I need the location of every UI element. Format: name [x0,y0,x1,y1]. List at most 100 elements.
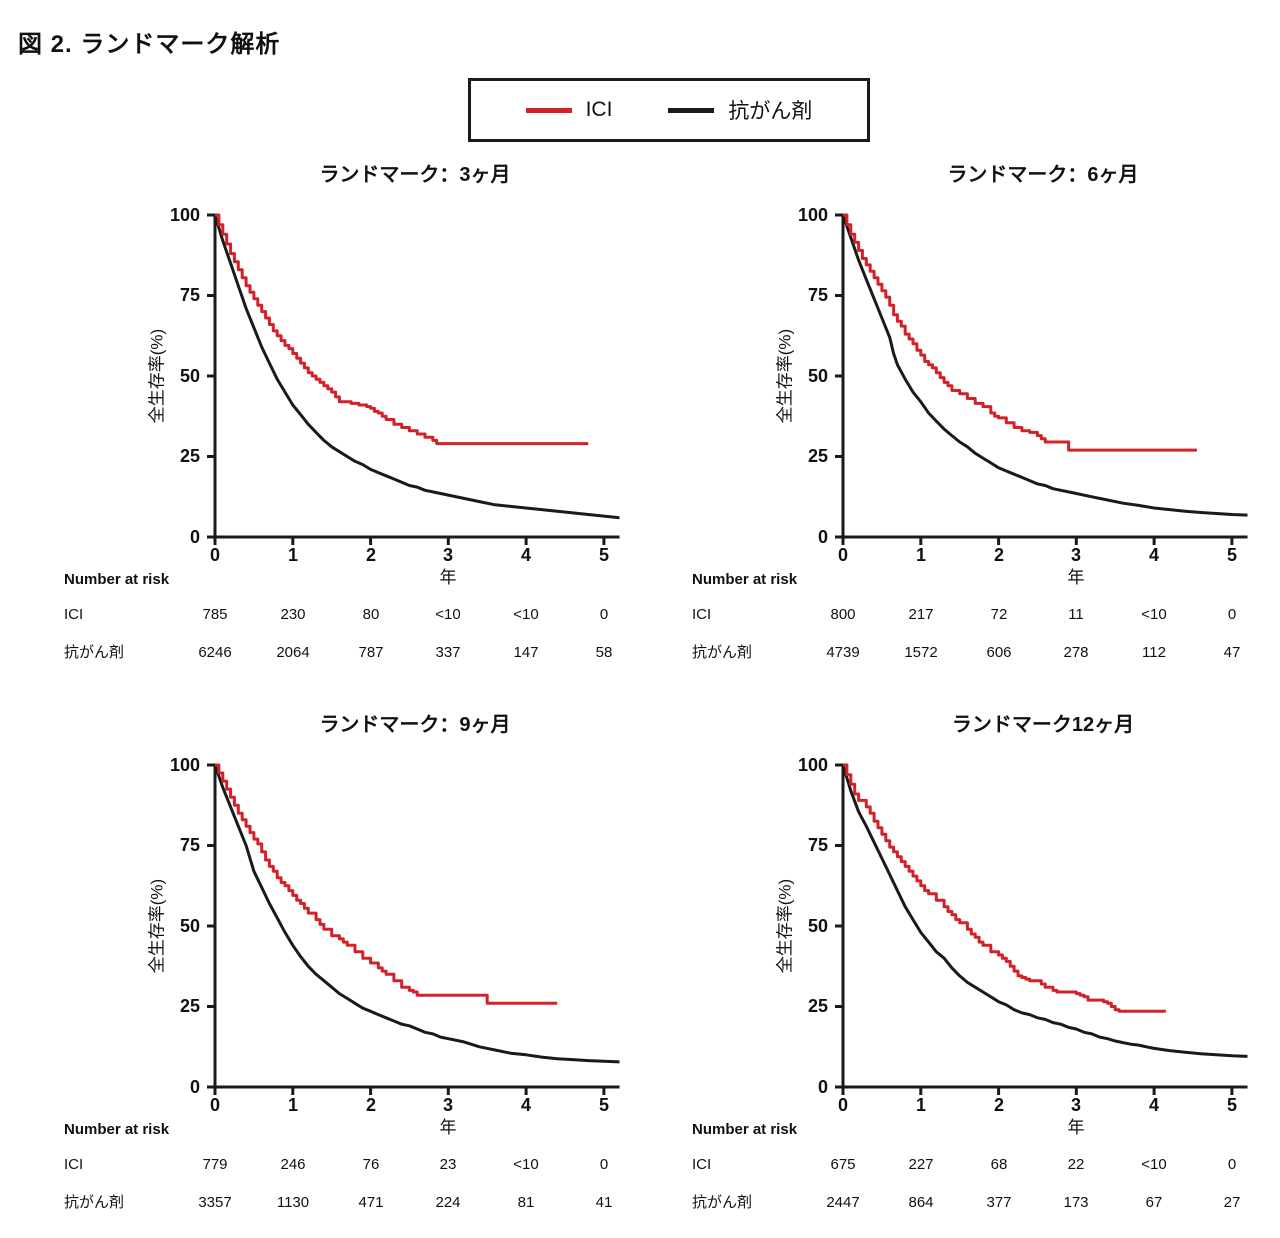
number-at-risk-header: Number at risk [692,1121,798,1138]
risk-value: 337 [435,644,461,661]
y-tick-label: 75 [807,285,828,305]
risk-value: 22 [1067,1156,1085,1173]
risk-value: 41 [595,1194,613,1211]
x-tick-label: 2 [993,545,1004,565]
risk-value: 112 [1142,644,1166,661]
risk-value: 471 [358,1194,384,1211]
x-tick-label: 2 [365,1095,376,1115]
x-tick-label: 4 [1148,1095,1159,1115]
panel-landmark-9m: ランドマーク：9ヶ月 全生存率(%) 100 75 50 25 0 0 1 2 … [0,700,648,1230]
risk-value: 217 [908,606,934,623]
x-tick-label: 0 [209,1095,220,1115]
y-tick-label: 0 [189,527,200,547]
x-tick-label: 2 [993,1095,1004,1115]
x-tick-label: 4 [520,1095,531,1115]
risk-value: 785 [202,606,228,623]
y-tick-label: 25 [807,996,828,1016]
risk-value: 675 [830,1156,856,1173]
x-tick-label: 5 [598,545,609,565]
risk-value: <10 [513,1156,539,1173]
number-at-risk-header: Number at risk [692,571,798,588]
y-tick-label: 100 [169,755,200,775]
panel-title: ランドマーク12ヶ月 [951,714,1135,736]
y-tick-label: 0 [817,1077,828,1097]
y-tick-label: 0 [189,1077,200,1097]
risk-value: <10 [435,606,461,623]
risk-row-label-chemo: 抗がん剤 [64,1194,125,1211]
panel-landmark-12m: ランドマーク12ヶ月 全生存率(%) 100 75 50 25 0 0 1 2 … [628,700,1276,1230]
risk-row-label-ici: ICI [64,1156,84,1173]
risk-value: 147 [513,644,539,661]
panel-title: ランドマーク：3ヶ月 [319,164,511,186]
risk-value: 3357 [198,1194,232,1211]
risk-value: 68 [990,1156,1008,1173]
y-tick-label: 0 [817,527,828,547]
x-axis-label: 年 [439,1118,457,1137]
x-tick-label: 0 [837,1095,848,1115]
km-plot-9m [207,763,620,1095]
panel-landmark-6m: ランドマーク：6ヶ月 全生存率(%) 100 75 50 25 0 0 1 2 … [628,150,1276,680]
risk-value: 72 [990,606,1008,623]
panel-title: ランドマーク：9ヶ月 [319,714,511,736]
risk-row-label-chemo: 抗がん剤 [692,644,753,661]
risk-value: 230 [280,606,306,623]
y-tick-label: 25 [179,446,200,466]
x-axis-label: 年 [1067,568,1085,587]
risk-value: 67 [1145,1194,1163,1211]
y-tick-label: 25 [179,996,200,1016]
y-tick-label: 50 [807,916,828,936]
x-tick-label: 1 [287,545,298,565]
x-tick-label: 3 [442,545,453,565]
x-tick-label: 4 [1148,545,1159,565]
legend-item-ici: ICI [525,98,613,122]
risk-value: 278 [1063,644,1089,661]
y-tick-label: 50 [179,366,200,386]
x-tick-label: 3 [442,1095,453,1115]
y-tick-label: 100 [797,755,828,775]
km-plot-3m [207,213,620,545]
risk-value: 27 [1223,1194,1241,1211]
number-at-risk-header: Number at risk [64,571,170,588]
risk-value: 2447 [826,1194,860,1211]
x-tick-label: 5 [598,1095,609,1115]
y-tick-label: 25 [807,446,828,466]
risk-row-label-ici: ICI [64,606,84,623]
risk-row-label-chemo: 抗がん剤 [64,644,125,661]
figure-title: 図 2. ランドマーク解析 [18,31,281,59]
risk-value: 246 [280,1156,306,1173]
legend-label-ici: ICI [585,98,613,121]
risk-value: 1572 [904,644,938,661]
risk-value: 779 [202,1156,228,1173]
number-at-risk-header: Number at risk [64,1121,170,1138]
panel-landmark-3m: ランドマーク：3ヶ月 全生存率(%) 100 75 50 25 0 0 1 2 … [0,150,648,680]
legend-item-chemo: 抗がん剤 [668,95,812,125]
risk-value: 173 [1063,1194,1089,1211]
risk-value: 2064 [276,644,310,661]
x-tick-label: 0 [837,545,848,565]
x-tick-label: 2 [365,545,376,565]
risk-value: 0 [1227,1156,1237,1173]
y-tick-label: 100 [797,205,828,225]
km-plot-6m [835,213,1248,545]
y-tick-label: 75 [179,835,200,855]
x-tick-label: 5 [1226,545,1237,565]
risk-value: 0 [599,606,609,623]
y-tick-label: 100 [169,205,200,225]
risk-value: 0 [599,1156,609,1173]
risk-value: 4739 [826,644,860,661]
risk-value: 1130 [276,1194,310,1211]
x-tick-label: 3 [1070,545,1081,565]
risk-row-label-ici: ICI [692,606,712,623]
risk-value: <10 [1141,606,1167,623]
legend-box: ICI 抗がん剤 [468,78,870,142]
x-tick-label: 0 [209,545,220,565]
legend-line-chemo-icon [668,107,715,113]
x-tick-label: 5 [1226,1095,1237,1115]
y-tick-label: 50 [807,366,828,386]
risk-value: 23 [439,1156,457,1173]
risk-value: 0 [1227,606,1237,623]
risk-value: 80 [362,606,380,623]
x-axis-label: 年 [439,568,457,587]
y-tick-label: 75 [807,835,828,855]
risk-value: 224 [435,1194,461,1211]
